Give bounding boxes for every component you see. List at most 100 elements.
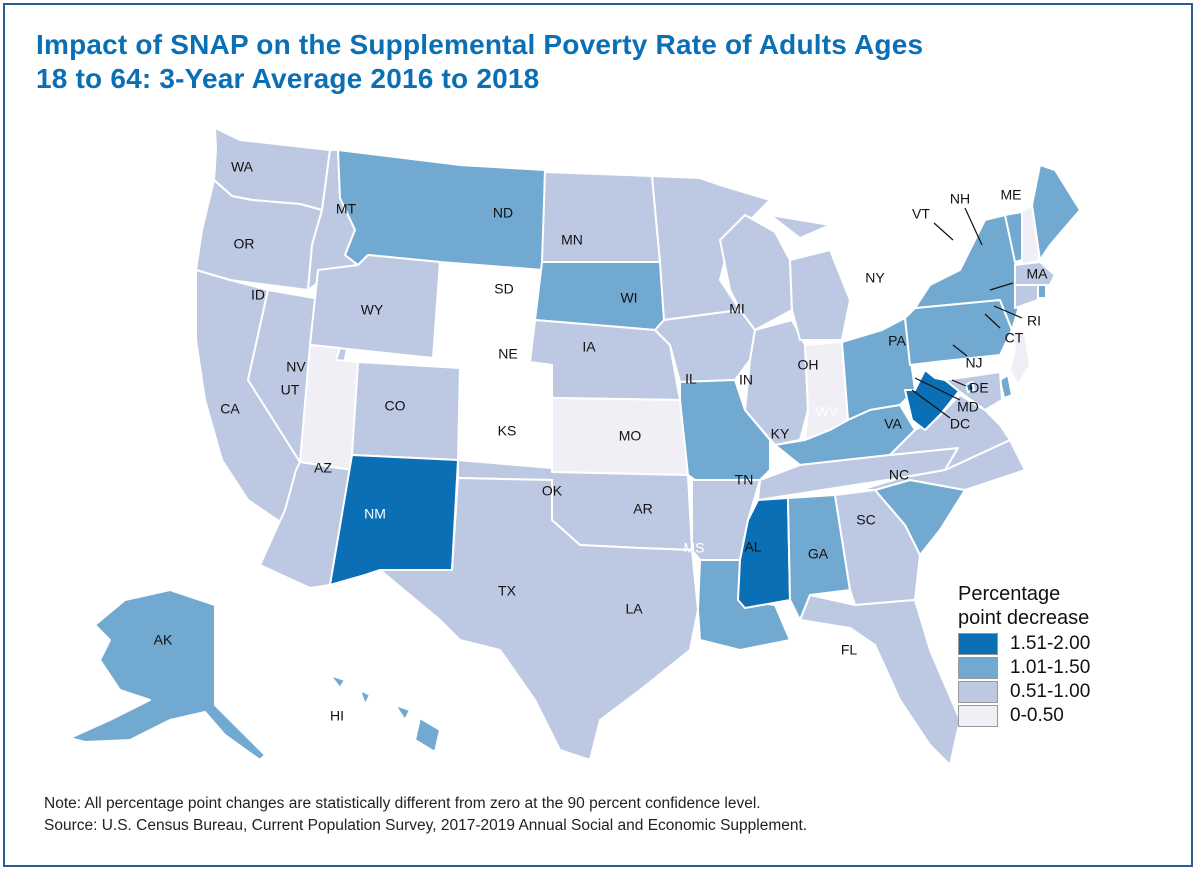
state-mi bbox=[769, 214, 851, 341]
state-label-az: AZ bbox=[314, 460, 332, 476]
state-label-ia: IA bbox=[582, 339, 596, 355]
chart-title-line2: 18 to 64: 3-Year Average 2016 to 2018 bbox=[36, 63, 540, 94]
legend-item: 1.51-2.00 bbox=[958, 632, 1090, 656]
state-nm bbox=[329, 454, 459, 586]
legend-swatch bbox=[958, 633, 998, 655]
state-label-oh: OH bbox=[798, 357, 819, 373]
state-label-or: OR bbox=[234, 236, 255, 252]
state-nj bbox=[1009, 329, 1031, 386]
chart-title: Impact of SNAP on the Supplemental Pover… bbox=[36, 28, 923, 96]
state-label-ga: GA bbox=[808, 546, 829, 562]
state-label-wy: WY bbox=[361, 302, 384, 318]
chart-title-line1: Impact of SNAP on the Supplemental Pover… bbox=[36, 29, 924, 60]
state-label-dc: DC bbox=[950, 416, 970, 432]
state-co bbox=[351, 361, 461, 461]
leader-line-nh bbox=[964, 207, 983, 246]
state-label-ar: AR bbox=[633, 501, 652, 517]
state-label-il: IL bbox=[685, 371, 697, 387]
state-label-md: MD bbox=[957, 399, 979, 415]
state-label-nd: ND bbox=[493, 205, 513, 221]
legend-item: 1.01-1.50 bbox=[958, 656, 1090, 680]
state-label-sc: SC bbox=[856, 512, 875, 528]
legend-label: 1.51-2.00 bbox=[1010, 633, 1091, 654]
state-label-me: ME bbox=[1001, 187, 1022, 203]
state-dc bbox=[965, 381, 975, 393]
state-label-ne: NE bbox=[498, 346, 517, 362]
state-label-ut: UT bbox=[281, 382, 300, 398]
state-label-pa: PA bbox=[888, 333, 906, 349]
state-ma bbox=[1014, 261, 1056, 286]
legend-label: 0.51-1.00 bbox=[1010, 681, 1091, 702]
legend-title-line2: point decrease bbox=[958, 607, 1090, 629]
state-fl bbox=[799, 594, 961, 766]
state-me bbox=[1031, 164, 1081, 261]
state-label-ca: CA bbox=[220, 401, 240, 417]
leader-line-md bbox=[914, 377, 961, 401]
note-text: Note: All percentage point changes are s… bbox=[44, 795, 761, 812]
state-label-al: AL bbox=[744, 539, 761, 555]
state-pa bbox=[904, 299, 1013, 366]
state-label-nh: NH bbox=[950, 191, 970, 207]
state-ut bbox=[299, 344, 359, 471]
state-label-mn: MN bbox=[561, 232, 583, 248]
state-label-ms: MS bbox=[684, 540, 705, 556]
state-label-mo: MO bbox=[619, 428, 642, 444]
state-label-mt: MT bbox=[336, 201, 357, 217]
state-tx bbox=[379, 477, 699, 761]
leader-line-ri bbox=[993, 305, 1023, 319]
state-label-wi: WI bbox=[620, 290, 637, 306]
state-label-sd: SD bbox=[494, 281, 513, 297]
state-sd bbox=[534, 261, 665, 331]
state-label-ri: RI bbox=[1027, 313, 1041, 329]
legend-label: 0-0.50 bbox=[1010, 705, 1064, 726]
state-label-mi: MI bbox=[729, 301, 745, 317]
state-label-va: VA bbox=[884, 416, 902, 432]
state-de bbox=[999, 374, 1013, 399]
state-nd bbox=[541, 171, 661, 263]
leader-line-vt bbox=[933, 222, 954, 241]
state-mt bbox=[337, 149, 546, 271]
legend-swatch bbox=[958, 681, 998, 703]
legend-item: 0.51-1.00 bbox=[958, 680, 1090, 704]
state-label-ak: AK bbox=[154, 632, 173, 648]
leader-line-ma bbox=[989, 282, 1014, 291]
source-text: Source: U.S. Census Bureau, Current Popu… bbox=[44, 817, 808, 834]
state-label-ok: OK bbox=[542, 483, 563, 499]
state-label-ct: CT bbox=[1005, 330, 1024, 346]
state-label-nv: NV bbox=[286, 359, 306, 375]
legend-item: 0-0.50 bbox=[958, 704, 1090, 728]
state-label-ky: KY bbox=[771, 426, 790, 442]
state-ri bbox=[1037, 284, 1047, 299]
state-label-tn: TN bbox=[735, 472, 754, 488]
state-ms bbox=[737, 497, 791, 609]
state-label-ny: NY bbox=[865, 270, 885, 286]
state-label-wv: WV bbox=[816, 404, 839, 420]
state-label-hi: HI bbox=[330, 708, 344, 724]
state-hi bbox=[329, 674, 441, 753]
state-label-id: ID bbox=[251, 287, 265, 303]
leader-line-nj bbox=[952, 344, 968, 357]
state-label-nm: NM bbox=[364, 506, 386, 522]
state-label-fl: FL bbox=[841, 642, 858, 658]
state-label-tx: TX bbox=[498, 583, 517, 599]
state-label-ma: MA bbox=[1027, 266, 1049, 282]
state-ct bbox=[1014, 284, 1039, 309]
state-label-in: IN bbox=[739, 372, 753, 388]
state-label-vt: VT bbox=[912, 206, 930, 222]
state-label-de: DE bbox=[969, 380, 988, 396]
footnotes: Note: All percentage point changes are s… bbox=[44, 793, 807, 837]
legend-swatch bbox=[958, 657, 998, 679]
state-ak bbox=[69, 589, 266, 761]
state-label-ks: KS bbox=[498, 423, 517, 439]
state-mo bbox=[679, 379, 771, 481]
legend: Percentage point decrease 1.51-2.00 1.01… bbox=[958, 582, 1090, 728]
state-label-nc: NC bbox=[889, 467, 909, 483]
state-label-co: CO bbox=[385, 398, 406, 414]
legend-swatch bbox=[958, 705, 998, 727]
leader-line-de bbox=[951, 379, 967, 387]
legend-label: 1.01-1.50 bbox=[1010, 657, 1091, 678]
state-label-wa: WA bbox=[231, 159, 254, 175]
legend-title-line1: Percentage bbox=[958, 583, 1061, 605]
leader-line-ct bbox=[984, 313, 1001, 329]
